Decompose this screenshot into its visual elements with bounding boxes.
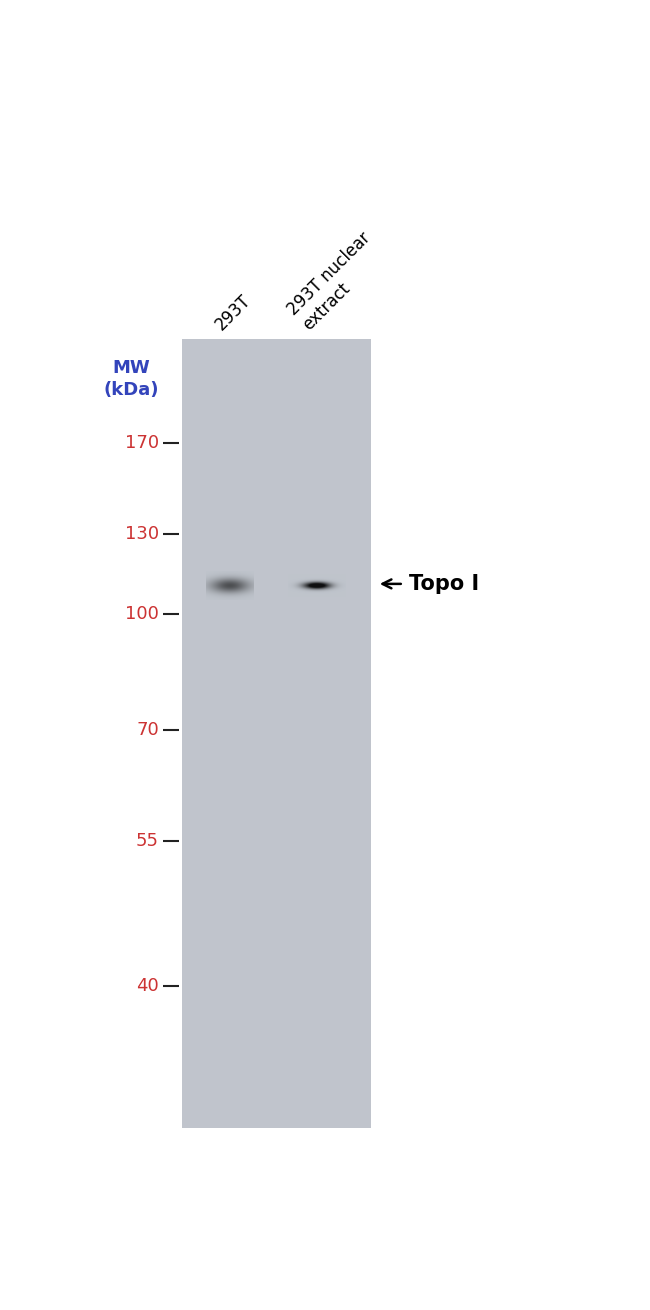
Text: 70: 70 [136,721,159,739]
Text: 170: 170 [125,434,159,452]
Text: 130: 130 [125,525,159,544]
Text: 293T nuclear
extract: 293T nuclear extract [285,229,389,334]
Text: 55: 55 [136,832,159,850]
Text: 293T: 293T [212,291,255,334]
Bar [182,339,371,1128]
Text: MW
(kDa): MW (kDa) [104,359,159,400]
Text: 100: 100 [125,605,159,624]
Text: 40: 40 [136,977,159,996]
Text: Topo I: Topo I [409,574,479,593]
